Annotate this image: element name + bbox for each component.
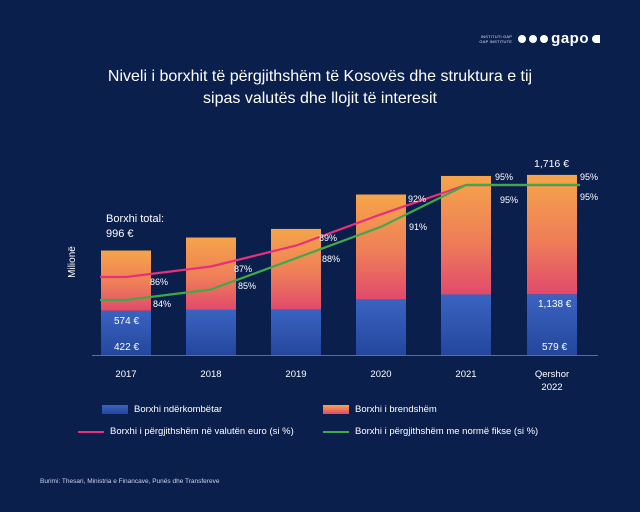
annotation-domestic-first: 574 € — [114, 316, 139, 327]
annotation-total-last: 1,716 € — [534, 158, 569, 170]
legend-swatch-domestic — [323, 405, 349, 414]
legend-item-domestic: Borxhi i brendshëm — [323, 404, 437, 415]
logo-dot-icon — [540, 34, 549, 43]
bar-external — [186, 309, 236, 355]
logo-half-circle-icon — [592, 34, 600, 43]
line-label-euro: 89% — [319, 233, 337, 243]
logo-dot-icon — [518, 34, 527, 43]
logo: INSTITUTI GAP GAP INSTITUTE gapo — [479, 30, 600, 47]
logo-small-line1: INSTITUTI GAP — [480, 33, 513, 39]
bar-external — [356, 299, 406, 355]
y-axis-label: Milionë — [67, 246, 78, 278]
bar-domestic — [101, 250, 151, 311]
debt-chart: 2017 2018 2019 2020 2021 Qershor 2022 Milionë 86… — [67, 158, 598, 393]
x-tick-label: 2017 — [115, 369, 136, 380]
line-label-fixed: 95% — [580, 192, 598, 202]
bar-domestic — [441, 175, 491, 295]
x-tick-label: 2019 — [285, 369, 306, 380]
bar-domestic — [186, 237, 236, 310]
legend-label-domestic: Borxhi i brendshëm — [355, 404, 437, 415]
line-label-euro: 95% — [580, 172, 598, 182]
line-label-euro: 87% — [234, 264, 252, 274]
line-label-fixed: 84% — [153, 299, 171, 309]
bars-layer — [92, 174, 598, 356]
labels-layer: 2017 2018 2019 2020 2021 Qershor 2022 Milionë 86… — [67, 158, 598, 393]
bar-external — [101, 310, 151, 355]
source-note: Burimi: Thesari, Ministria e Financave, … — [40, 478, 220, 485]
annotation-total-first-line1: Borxhi total: — [106, 213, 164, 225]
line-label-fixed: 85% — [238, 281, 256, 291]
line-fixed — [100, 183, 580, 302]
legend-item-external: Borxhi ndërkombëtar — [102, 404, 222, 415]
legend-item-euro: Borxhi i përgjithshëm në valutën euro (s… — [78, 426, 294, 437]
chart-title: Niveli i borxhit të përgjithshëm të Koso… — [40, 66, 600, 110]
x-tick-label: Qershor — [535, 369, 569, 380]
annotation-total-first-line2: 996 € — [106, 228, 134, 240]
x-tick-label: 2021 — [455, 369, 476, 380]
line-label-euro: 92% — [408, 194, 426, 204]
bar-external — [441, 294, 491, 355]
chart-title-line1: Niveli i borxhit të përgjithshëm të Koso… — [107, 68, 533, 85]
x-tick-label: 2020 — [370, 369, 391, 380]
line-label-euro: 86% — [150, 277, 168, 287]
legend-swatch-euro — [78, 430, 104, 433]
logo-mark: gapo — [518, 30, 600, 47]
legend-item-fixed: Borxhi i përgjithshëm me normë fikse (si… — [323, 426, 538, 437]
bar-external — [527, 294, 577, 355]
legend-swatch-external — [102, 405, 128, 414]
lines-layer — [100, 183, 580, 302]
bar-domestic — [271, 228, 321, 310]
legend-label-external: Borxhi ndërkombëtar — [134, 404, 223, 415]
legend-label-fixed: Borxhi i përgjithshëm me normë fikse (si… — [355, 426, 539, 437]
annotation-domestic-last: 1,138 € — [538, 299, 572, 310]
annotation-external-last: 579 € — [542, 342, 567, 353]
line-label-euro: 95% — [495, 172, 513, 182]
bar-domestic — [356, 194, 406, 300]
logo-small-text: INSTITUTI GAP GAP INSTITUTE — [479, 34, 512, 44]
logo-dot-icon — [529, 34, 538, 43]
chart-title-line2: sipas valutës dhe llojit të interesit — [203, 90, 437, 107]
logo-small-line2: GAP INSTITUTE — [479, 38, 513, 44]
logo-word: gapo — [551, 30, 589, 47]
line-label-fixed: 95% — [500, 195, 518, 205]
legend-swatch-fixed — [323, 430, 349, 433]
x-tick-label: 2022 — [541, 382, 562, 393]
bar-external — [271, 309, 321, 355]
legend-label-euro: Borxhi i përgjithshëm në valutën euro (s… — [110, 426, 294, 437]
x-tick-label: 2018 — [200, 369, 221, 380]
annotation-external-first: 422 € — [114, 342, 139, 353]
line-label-fixed: 88% — [322, 254, 340, 264]
line-label-fixed: 91% — [409, 222, 427, 232]
bar-domestic — [527, 174, 577, 295]
